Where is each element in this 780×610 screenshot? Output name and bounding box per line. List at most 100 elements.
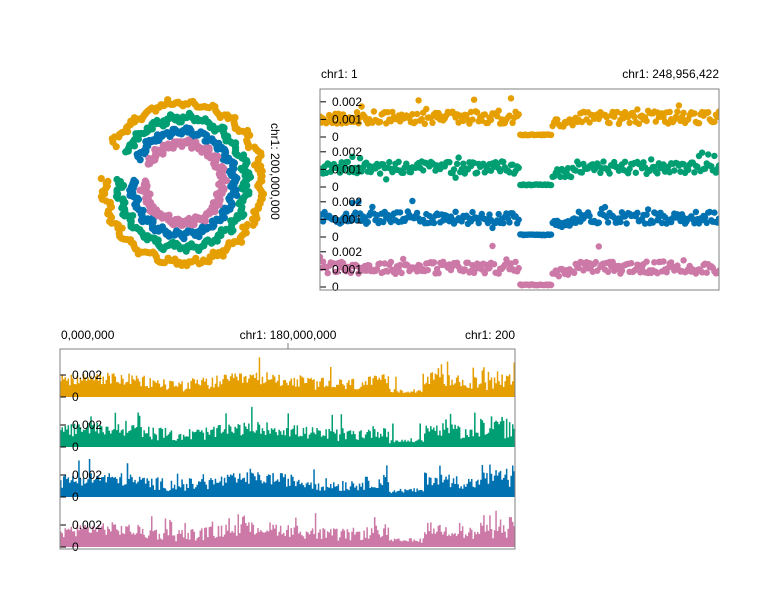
scatter-point	[335, 163, 342, 171]
y-tick-label: 0.001	[332, 212, 362, 226]
circular-point	[113, 175, 121, 184]
scatter-point	[617, 218, 624, 226]
scatter-point	[571, 269, 578, 277]
scatter-point	[366, 262, 373, 269]
scatter-point	[695, 120, 703, 127]
scatter-point	[339, 260, 347, 267]
bar-tracks-panel: 0,000,000 chr1: 180,000,000 chr1: 200 0.…	[59, 328, 516, 554]
scatter-point	[373, 265, 381, 273]
scatter-point	[415, 97, 422, 104]
scatter-point	[486, 211, 493, 218]
linear-scatter-panel: chr1: 1 chr1: 248,956,422 0.0020.00100.0…	[319, 67, 720, 294]
y-tick-label: 0	[72, 490, 79, 504]
scatter-point	[389, 108, 396, 116]
y-tick-label: 0	[332, 130, 339, 144]
scatter-point	[604, 219, 612, 226]
scatter-point	[643, 258, 650, 265]
scatter-point	[349, 153, 356, 160]
scatter-point	[600, 158, 607, 165]
scatter-point	[640, 159, 647, 166]
scatter-point	[481, 111, 488, 118]
bar-y-axes: 0.002 0 0.002 0 0.002 0 0.002 0	[60, 368, 102, 554]
bar-x-tick-label-right: chr1: 200	[465, 328, 515, 342]
scatter-point	[611, 214, 618, 221]
scatter-point	[481, 270, 488, 277]
scatter-point	[413, 209, 421, 217]
bar-x-tick-label-left: 0,000,000	[61, 328, 115, 342]
scatter-point	[701, 165, 709, 172]
y-tick-label: 0.001	[332, 262, 362, 276]
scatter-point	[355, 198, 362, 205]
scatter-point	[495, 107, 502, 114]
scatter-point	[515, 164, 522, 171]
scatter-point	[343, 210, 350, 217]
x-label-left: chr1: 1	[321, 67, 358, 81]
scatter-point	[675, 102, 683, 109]
scatter-point	[369, 203, 376, 211]
y-tick-label: 0	[72, 540, 79, 554]
scatter-point	[503, 210, 510, 217]
scatter-point	[680, 257, 687, 264]
scatter-point	[452, 174, 459, 181]
scatter-point	[489, 224, 496, 232]
scatter-point	[341, 163, 348, 171]
y-tick-label: 0.002	[72, 468, 102, 482]
scatter-point	[497, 168, 504, 175]
scatter-point	[652, 118, 659, 125]
scatter-point	[487, 116, 495, 124]
scatter-point	[586, 212, 593, 220]
circular-scatter-panel	[97, 96, 268, 270]
scatter-point	[473, 109, 481, 116]
scatter-point	[383, 176, 390, 183]
scatter-point	[515, 264, 522, 272]
scatter-point	[592, 258, 599, 266]
circular-point	[134, 135, 142, 143]
scatter-point	[715, 162, 719, 169]
bar-panel-frame	[59, 348, 516, 550]
scatter-point	[621, 158, 629, 165]
scatter-point	[641, 220, 649, 227]
scatter-point	[648, 156, 655, 163]
scatter-point	[512, 258, 519, 266]
scatter-point	[450, 166, 458, 173]
scatter-point	[515, 216, 522, 223]
scatter-point	[711, 152, 718, 160]
scatter-point	[606, 119, 613, 127]
scatter-point	[547, 131, 555, 139]
scatter-point	[578, 169, 586, 176]
scatter-point	[486, 264, 493, 272]
scatter-point	[500, 220, 507, 227]
scatter-point	[626, 119, 633, 127]
scatter-point	[715, 108, 719, 115]
circular-point	[249, 221, 257, 229]
scatter-point	[643, 117, 650, 125]
scatter-point	[554, 116, 561, 123]
circular-point	[244, 144, 253, 152]
scatter-point	[338, 159, 345, 166]
scatter-point	[515, 111, 522, 118]
scatter-point	[400, 169, 407, 177]
bar-track-area	[60, 406, 515, 447]
y-tick-label: 0	[72, 440, 79, 454]
scatter-point	[430, 259, 438, 266]
scatter-point	[440, 217, 447, 224]
linear-y-axes: 0.0020.00100.0020.00100.0020.00100.0020.…	[320, 95, 362, 294]
scatter-point	[470, 96, 478, 103]
scatter-point	[595, 219, 602, 226]
scatter-point	[490, 261, 498, 268]
scatter-point	[691, 110, 698, 117]
scatter-point	[586, 119, 593, 126]
scatter-point	[370, 108, 378, 115]
scatter-point	[420, 167, 427, 174]
scatter-point	[569, 122, 576, 129]
scatter-point	[651, 259, 658, 266]
scatter-point	[557, 173, 564, 180]
scatter-point	[355, 270, 362, 277]
scatter-point	[396, 209, 404, 216]
scatter-point	[705, 151, 712, 158]
bar-x-tick-label-middle: chr1: 180,000,000	[240, 328, 337, 342]
scatter-point	[698, 269, 706, 276]
scatter-point	[386, 158, 393, 166]
circular-point	[119, 195, 127, 203]
scatter-point	[626, 165, 633, 173]
